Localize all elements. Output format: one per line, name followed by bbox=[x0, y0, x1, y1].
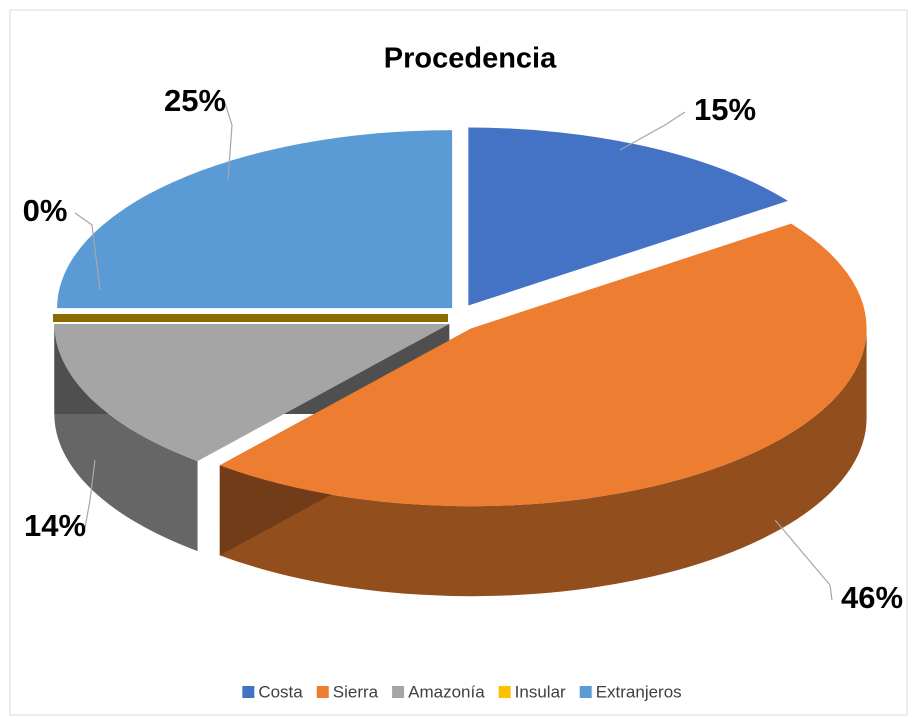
legend-label: Insular bbox=[515, 682, 566, 701]
leader-line bbox=[774, 519, 833, 601]
chart-title: Procedencia bbox=[384, 43, 557, 75]
slice bbox=[219, 223, 867, 507]
data-label: 14% bbox=[24, 508, 86, 543]
slice bbox=[54, 323, 450, 462]
data-label: 25% bbox=[164, 83, 226, 118]
legend-label: Sierra bbox=[333, 682, 379, 701]
leader-line bbox=[74, 212, 101, 291]
leader-line bbox=[224, 102, 233, 181]
legend-label: Amazonía bbox=[408, 682, 485, 701]
legend-label: Costa bbox=[258, 682, 303, 701]
slice bbox=[468, 127, 788, 306]
legend-swatch bbox=[392, 686, 405, 698]
leader-line bbox=[619, 111, 686, 151]
slice-side bbox=[219, 328, 867, 597]
legend-swatch bbox=[498, 686, 511, 698]
legend-swatch bbox=[579, 686, 592, 698]
leader-line bbox=[84, 459, 96, 529]
legend-label: Extranjeros bbox=[596, 682, 682, 701]
data-label: 46% bbox=[841, 580, 903, 615]
data-label: 0% bbox=[23, 193, 68, 228]
data-label: 15% bbox=[694, 92, 756, 127]
slice bbox=[57, 130, 453, 309]
slice-side bbox=[54, 323, 198, 552]
legend-swatch bbox=[242, 686, 255, 698]
legend-swatch bbox=[316, 686, 329, 698]
